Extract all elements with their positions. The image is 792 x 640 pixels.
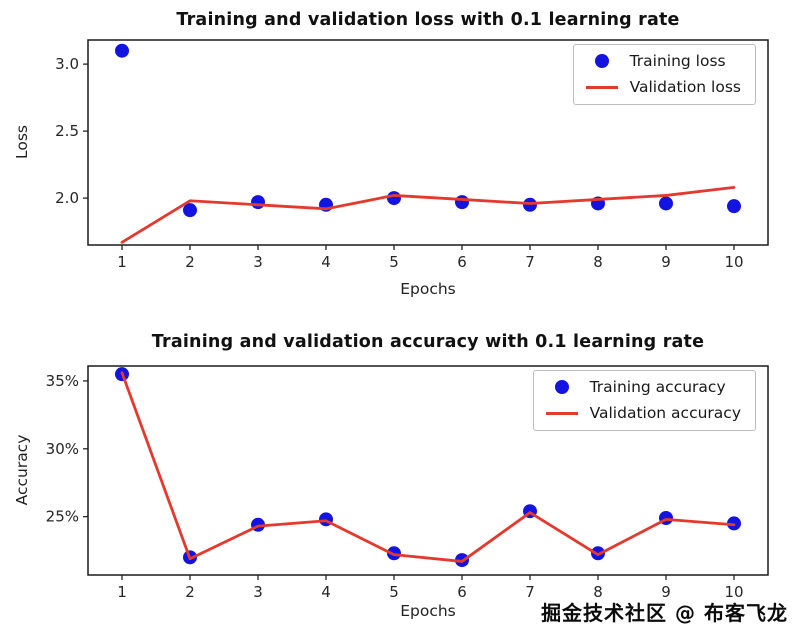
legend: Training accuracy Validation accuracy (532, 370, 756, 431)
legend-entry-validation: Validation accuracy (545, 404, 741, 422)
accuracy-plot-svg: 25% 30% 35% 1 2 3 4 5 6 7 8 9 10 (46, 365, 769, 601)
x-axis-label: Epochs (400, 280, 456, 298)
svg-text:5: 5 (389, 583, 399, 601)
legend-label: Validation loss (629, 78, 741, 96)
svg-text:1: 1 (117, 253, 127, 271)
legend-label: Training accuracy (589, 378, 726, 396)
svg-text:9: 9 (661, 253, 671, 271)
svg-text:2: 2 (185, 253, 195, 271)
svg-text:9: 9 (661, 583, 671, 601)
svg-text:3.0: 3.0 (55, 55, 79, 73)
loss-chart: Training and validation loss with 0.1 le… (0, 0, 792, 318)
legend-label: Validation accuracy (589, 404, 741, 422)
legend: Training loss Validation loss (572, 44, 756, 105)
svg-text:10: 10 (724, 253, 743, 271)
validation-accuracy-marker-icon (545, 411, 578, 415)
training-loss-marker-icon (594, 54, 609, 68)
svg-text:7: 7 (525, 583, 535, 601)
svg-text:1: 1 (117, 583, 127, 601)
validation-loss-marker-icon (585, 85, 618, 89)
svg-text:4: 4 (321, 583, 331, 601)
chart-title: Training and validation loss with 0.1 le… (176, 10, 680, 30)
svg-text:10: 10 (724, 583, 743, 601)
svg-text:3: 3 (253, 583, 263, 601)
svg-text:30%: 30% (46, 440, 79, 458)
svg-text:7: 7 (525, 253, 535, 271)
legend-entry-training: Training loss (586, 52, 741, 70)
svg-text:5: 5 (389, 253, 399, 271)
svg-text:6: 6 (457, 253, 467, 271)
chart-title: Training and validation accuracy with 0.… (151, 332, 705, 352)
svg-text:8: 8 (593, 583, 603, 601)
svg-text:25%: 25% (46, 508, 79, 526)
svg-text:2.5: 2.5 (55, 122, 79, 140)
svg-text:6: 6 (457, 583, 467, 601)
svg-text:8: 8 (593, 253, 603, 271)
svg-text:35%: 35% (46, 372, 79, 390)
x-axis-label: Epochs (400, 602, 456, 620)
legend-label: Training loss (629, 52, 726, 70)
legend-entry-training: Training accuracy (546, 378, 741, 396)
svg-text:3: 3 (253, 253, 263, 271)
svg-text:2: 2 (185, 583, 195, 601)
svg-text:2.0: 2.0 (55, 189, 79, 207)
svg-text:4: 4 (321, 253, 331, 271)
legend-entry-validation: Validation loss (585, 78, 741, 96)
training-accuracy-marker-icon (554, 380, 569, 394)
accuracy-chart: Training and validation accuracy with 0.… (0, 318, 792, 640)
watermark: 掘金技术社区 @ 布客飞龙 (541, 601, 788, 625)
